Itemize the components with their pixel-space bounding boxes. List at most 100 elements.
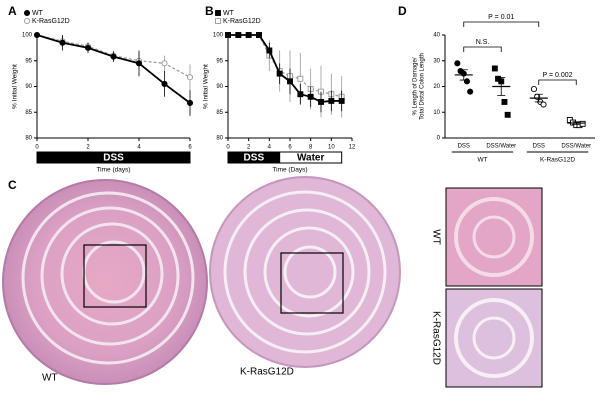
data-point [186, 99, 194, 107]
data-point [504, 111, 511, 118]
y-tick-label: 20 [433, 84, 440, 90]
x-tick-label: 4 [137, 145, 141, 151]
y-tick-label: 80 [216, 136, 223, 142]
sem-bar [459, 69, 468, 81]
annotation: N.S. [476, 39, 490, 46]
y-axis-label: % Initial Weight [203, 64, 210, 109]
sem-bar [497, 77, 506, 96]
data-point [328, 97, 335, 104]
inset-label: WT [430, 229, 441, 245]
group-label: WT [477, 157, 487, 164]
x-tick-label: 2 [247, 145, 251, 151]
x-tick-label: 10 [328, 145, 335, 151]
legend-label: WT [223, 10, 235, 17]
data-point [215, 10, 221, 16]
data-point [579, 120, 586, 127]
x-tick-label: 8 [309, 145, 313, 151]
treatment-label: Water [297, 153, 325, 164]
y-tick-label: 90 [216, 84, 223, 90]
data-point [59, 39, 66, 46]
y-tick-label: 95 [25, 58, 32, 64]
data-point [501, 98, 508, 105]
data-point [256, 32, 262, 38]
inset-label: K-RasG12D [430, 311, 441, 365]
x-tick-label: DSS [458, 144, 470, 150]
data-point [186, 74, 194, 81]
x-tick-label: 12 [349, 145, 356, 151]
annotation: P = 0.01 [488, 14, 514, 21]
data-point [454, 60, 461, 67]
data-point [491, 65, 498, 72]
treatment-label: DSS [244, 153, 265, 164]
legend-label: K-RasG12D [32, 18, 70, 25]
panel-label: C [8, 178, 17, 192]
y-axis-label: Total Distal Colon Length [420, 53, 426, 120]
group-label: K-RasG12D [540, 157, 575, 164]
series-line [228, 34, 342, 98]
data-point [161, 60, 168, 67]
data-point [110, 53, 117, 60]
y-tick-label: 80 [25, 136, 32, 142]
x-tick-label: DSS [533, 144, 545, 150]
series-line [36, 34, 191, 104]
sem-bar [572, 121, 581, 125]
x-tick-label: 4 [268, 145, 272, 151]
panel-label: D [398, 4, 407, 18]
data-point [266, 47, 273, 54]
x-axis-label: Time (days) [96, 167, 130, 174]
data-point [297, 91, 304, 98]
data-point [530, 86, 538, 93]
data-point [33, 31, 41, 39]
data-point [276, 70, 283, 77]
data-point [245, 32, 252, 38]
panel-label: B [205, 4, 214, 18]
x-tick-label: 6 [188, 145, 192, 151]
data-point [225, 32, 231, 38]
data-point [215, 18, 221, 24]
histology-images [2, 176, 543, 388]
y-tick-label: 85 [25, 110, 32, 116]
data-point [135, 60, 143, 67]
data-point [235, 32, 242, 38]
image-label: K-RasG12D [240, 367, 294, 378]
significance-bracket [463, 46, 502, 52]
data-point [467, 88, 474, 95]
significance-bracket [463, 21, 540, 27]
y-tick-label: 90 [25, 84, 32, 90]
y-axis-label: % Initial Weight [12, 64, 19, 109]
annotation: P = 0.002 [542, 72, 572, 79]
image-label: WT [42, 373, 58, 384]
data-point [23, 9, 31, 17]
y-axis-label: % Length of Damage/ [413, 57, 419, 115]
y-tick-label: 100 [22, 33, 33, 39]
data-point [84, 44, 92, 51]
data-point [463, 78, 471, 85]
treatment-bar [279, 151, 343, 164]
data-point [307, 93, 314, 100]
treatment-label: DSS [103, 153, 124, 164]
y-tick-label: 0 [437, 136, 441, 142]
data-point [338, 97, 345, 104]
legend-label: K-RasG12D [223, 18, 261, 25]
data-point [23, 17, 31, 25]
y-tick-label: 100 [213, 33, 224, 39]
treatment-bar [36, 151, 191, 164]
x-tick-label: 0 [226, 145, 230, 151]
data-point [297, 75, 304, 82]
y-tick-label: 95 [216, 58, 223, 64]
sem-bar [534, 93, 543, 103]
data-point [540, 101, 547, 108]
data-point [318, 98, 324, 105]
series-line [228, 34, 342, 103]
x-axis-label: Time (Days) [272, 167, 307, 174]
x-tick-label: 0 [35, 145, 39, 151]
data-point [161, 80, 168, 87]
y-tick-label: 85 [216, 110, 223, 116]
x-tick-label: DSS/Water [561, 144, 591, 150]
significance-bracket [538, 79, 577, 85]
y-tick-label: 30 [433, 58, 440, 64]
data-point [287, 78, 293, 85]
panel-label: A [8, 4, 17, 18]
legend-label: WT [32, 10, 44, 17]
